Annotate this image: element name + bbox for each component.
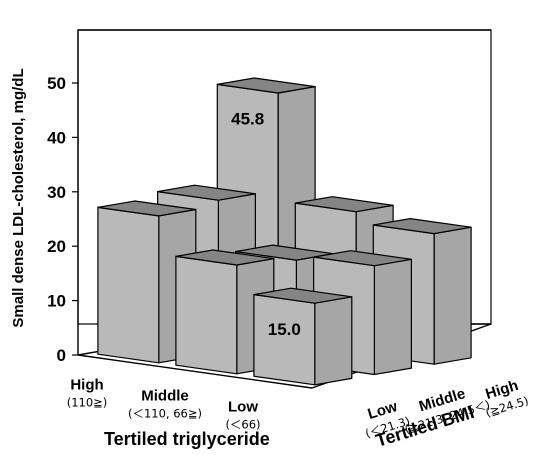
y-axis-label: Small dense LDL-cholesterol, mg/dL [10, 68, 27, 327]
y-tick-label: 30 [47, 183, 66, 202]
bar-front-face [253, 294, 316, 386]
bar-low-tg-low-bmi: 15.0 [253, 287, 353, 386]
bar-top-face [294, 196, 394, 213]
bar-top-face [216, 77, 316, 94]
bar-side-face [373, 258, 412, 376]
y-tick-label: 10 [47, 292, 66, 311]
y-tick-label: 50 [47, 74, 66, 93]
floor-front-edge [77, 354, 313, 389]
bar-top-face [253, 287, 353, 304]
bar-top-face [313, 250, 412, 267]
triglyceride-axis-title: Tertiled triglyceride [104, 429, 270, 449]
bar-front-face [97, 206, 160, 364]
bar-top-face [372, 218, 472, 235]
bar-top-face [97, 200, 197, 217]
bar-top-face [157, 184, 256, 201]
bar-front-face [175, 255, 238, 375]
bar-top-face [175, 249, 275, 266]
bars: 45.8 15.0 [97, 77, 472, 386]
triglyceride-sublabel-low: (＜66) [225, 418, 260, 432]
y-axis: 0 10 20 30 40 50 [47, 74, 78, 365]
triglyceride-label-middle: Middle [141, 388, 189, 405]
bar-value-label: 45.8 [231, 110, 264, 129]
triglyceride-label-high: High [70, 377, 103, 394]
y-tick-label: 0 [57, 346, 66, 365]
y-tick-label: 40 [47, 128, 66, 147]
bar-side-face [433, 226, 472, 365]
triglyceride-label-low: Low [228, 399, 258, 416]
bar-value-label: 15.0 [268, 320, 301, 339]
bar-side-face [314, 296, 353, 386]
y-tick-label: 20 [47, 237, 66, 256]
triglyceride-category-labels: High (110≧) Middle (＜110, 66≧) Low (＜66) [67, 377, 261, 432]
triglyceride-sublabel-high: (110≧) [67, 396, 108, 410]
triglyceride-sublabel-middle: (＜110, 66≧) [128, 407, 202, 421]
